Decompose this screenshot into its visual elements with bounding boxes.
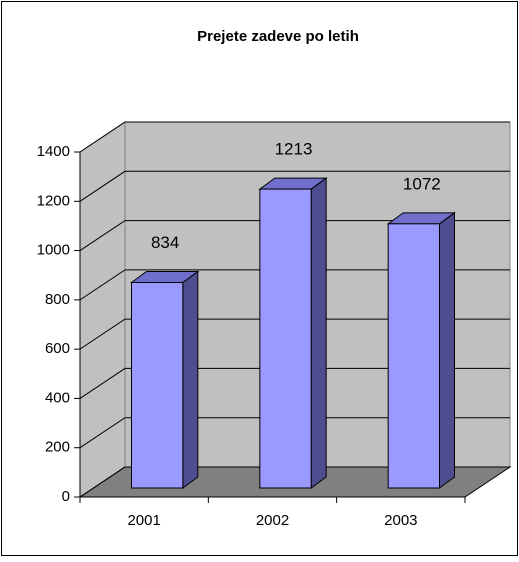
y-tick-label: 1200 [37, 192, 70, 209]
grid-line [79, 417, 510, 449]
y-tick-label: 800 [45, 291, 70, 308]
bar-side [439, 211, 455, 489]
y-tick-label: 1400 [37, 143, 70, 160]
x-tick-label: 2002 [256, 512, 289, 529]
bar [387, 223, 440, 489]
x-tick-label: 2003 [384, 512, 417, 529]
grid-line [79, 318, 510, 350]
bar [259, 188, 312, 489]
value-label: 1213 [275, 140, 313, 159]
grid-line [79, 170, 510, 202]
bar-side [182, 270, 199, 489]
value-label: 834 [151, 233, 179, 252]
y-tick-label: 400 [45, 389, 70, 406]
y-tick-label: 200 [45, 439, 70, 456]
grid-line [79, 367, 510, 399]
y-tick-label: 0 [62, 488, 70, 505]
bar [131, 281, 184, 489]
grid-line [79, 269, 510, 301]
value-label: 1072 [403, 174, 441, 193]
chart-title: Prejete zadeve po letih [197, 28, 359, 45]
bar-side [310, 177, 327, 489]
grid-line [79, 220, 510, 251]
y-tick-label: 600 [45, 340, 70, 357]
y-tick-label: 1000 [37, 242, 70, 259]
grid-line [79, 466, 510, 498]
side-wall [79, 121, 126, 498]
grid-line [79, 121, 510, 153]
x-tick-label: 2001 [127, 512, 160, 529]
